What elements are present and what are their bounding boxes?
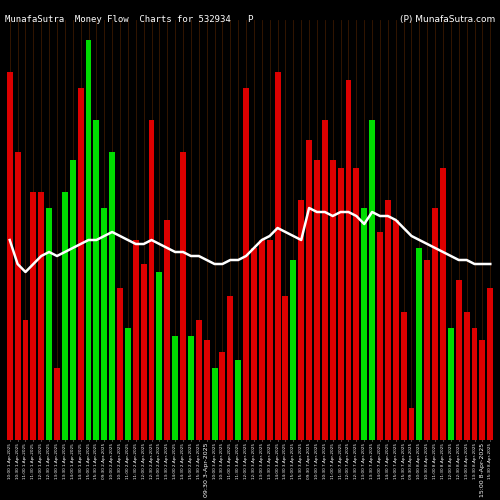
Bar [125,328,131,440]
Bar [102,208,107,440]
Bar [464,312,469,440]
Bar [346,80,352,440]
Bar [78,88,84,440]
Bar [109,152,115,440]
Bar [472,328,478,440]
Text: (P) MunafaSutra.com: (P) MunafaSutra.com [400,15,495,24]
Bar [204,340,210,440]
Bar [362,208,367,440]
Bar [393,220,398,440]
Bar [62,192,68,440]
Bar [424,260,430,440]
Bar [488,288,493,440]
Bar [220,352,226,440]
Bar [290,260,296,440]
Bar [243,88,249,440]
Bar [354,168,360,440]
Bar [86,40,91,440]
Bar [251,248,257,440]
Bar [448,328,454,440]
Bar [432,208,438,440]
Text: P: P [248,15,252,24]
Bar [235,360,241,440]
Bar [156,272,162,440]
Bar [188,336,194,440]
Bar [164,220,170,440]
Bar [180,152,186,440]
Bar [298,200,304,440]
Bar [322,120,328,440]
Bar [259,240,265,440]
Bar [480,340,486,440]
Bar [266,240,272,440]
Bar [408,408,414,440]
Bar [14,152,20,440]
Text: MunafaSutra  Money Flow  Charts for 532934: MunafaSutra Money Flow Charts for 532934 [5,15,231,24]
Bar [172,336,178,440]
Bar [196,320,202,440]
Bar [94,120,100,440]
Bar [400,312,406,440]
Bar [385,200,391,440]
Bar [70,160,75,440]
Bar [148,120,154,440]
Bar [7,72,12,440]
Bar [212,368,218,440]
Bar [416,248,422,440]
Bar [440,168,446,440]
Bar [54,368,60,440]
Bar [133,240,138,440]
Bar [228,296,234,440]
Bar [140,264,146,440]
Bar [46,208,52,440]
Bar [30,192,36,440]
Bar [330,160,336,440]
Bar [314,160,320,440]
Bar [377,232,383,440]
Bar [338,168,344,440]
Bar [282,296,288,440]
Bar [117,288,123,440]
Bar [369,120,375,440]
Bar [38,192,44,440]
Bar [274,72,280,440]
Bar [306,140,312,440]
Bar [22,320,28,440]
Bar [456,280,462,440]
